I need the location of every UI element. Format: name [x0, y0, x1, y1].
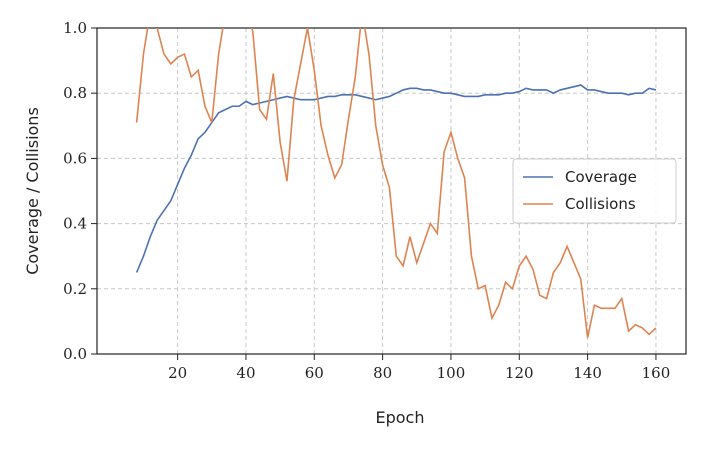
y-tick-label: 0.8	[63, 84, 87, 102]
x-tick-label: 60	[305, 364, 324, 382]
legend-label: Coverage	[565, 168, 637, 186]
x-tick-label: 140	[573, 364, 602, 382]
y-tick-label: 0.4	[63, 215, 87, 233]
y-tick-label: 0.0	[63, 345, 87, 363]
x-tick-label: 40	[236, 364, 255, 382]
y-tick-label: 1.0	[63, 19, 87, 37]
y-axis-label: Coverage / Collisions	[23, 107, 42, 275]
x-tick-label: 20	[168, 364, 187, 382]
x-tick-label: 100	[437, 364, 466, 382]
series-line	[135, 28, 657, 338]
plot-frame	[96, 27, 687, 355]
legend-box	[512, 158, 677, 224]
x-tick-label: 160	[642, 364, 671, 382]
series-line	[135, 84, 657, 273]
legend-label: Collisions	[565, 195, 636, 213]
x-tick-label: 120	[505, 364, 534, 382]
y-tick-label: 0.6	[63, 149, 87, 167]
x-axis-label: Epoch	[376, 408, 425, 427]
y-tick-label: 0.2	[63, 280, 87, 298]
x-tick-label: 80	[373, 364, 392, 382]
